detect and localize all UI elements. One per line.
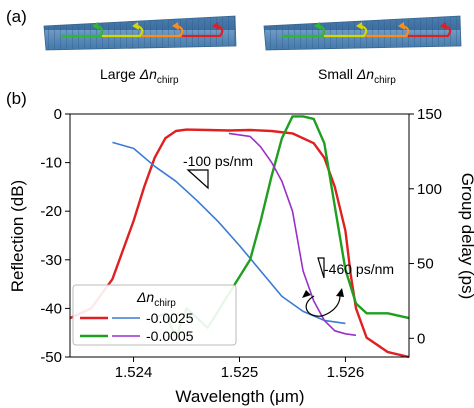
fiber-left-arrowhead-3	[212, 22, 219, 30]
left-tick-label: -20	[40, 203, 62, 220]
legend-title-sub: chirp	[154, 298, 176, 309]
panel-b-label: (b)	[6, 89, 27, 108]
legend: Δnchirp -0.0025 -0.0005	[72, 284, 237, 346]
x-axis-label: Wavelength (μm)	[175, 387, 304, 406]
fiber-left-body	[43, 15, 237, 51]
left-tick-label: -10	[40, 155, 62, 172]
right-axis-arrowhead	[336, 288, 344, 297]
left-axis-arrow	[305, 295, 323, 317]
series-line-3	[228, 132, 357, 337]
x-tick-label: 1.524	[115, 364, 153, 381]
fiber-left-arrowhead-2	[172, 22, 179, 30]
slope-triangle-1	[186, 169, 209, 190]
caption-small-prefix: Small	[318, 66, 357, 82]
series-line-1	[112, 141, 346, 325]
slope-label-2: -460 ps/nm	[324, 261, 394, 277]
caption-large-prefix: Large	[100, 66, 140, 82]
left-axis-label: Reflection (dB)	[8, 180, 27, 292]
right-tick-label: 50	[417, 256, 434, 273]
legend-box	[72, 284, 237, 346]
panel-a-label: (a)	[6, 7, 27, 26]
right-axis-ticks: 0 50 100 150	[409, 106, 442, 347]
right-axis-label: Group delay (ps)	[458, 173, 474, 300]
fiber-right-arrowhead-2	[397, 22, 405, 30]
x-axis-ticks: 1.524 1.525 1.526	[115, 357, 364, 381]
right-tick-label: 150	[417, 106, 442, 123]
left-tick-label: -50	[40, 349, 62, 366]
fiber-left-arrowhead-0	[92, 22, 99, 30]
right-tick-label: 0	[417, 330, 425, 347]
slope-label-1: -100 ps/nm	[183, 153, 253, 169]
legend-title-symbol: Δn	[136, 289, 154, 305]
slope-triangle-2	[317, 257, 325, 279]
caption-small-symbol: Δn	[356, 66, 374, 82]
caption-large-symbol: Δn	[139, 66, 157, 82]
caption-small: Small Δnchirp	[318, 66, 396, 86]
fiber-right-arrowhead-0	[313, 22, 321, 30]
left-tick-label: 0	[54, 106, 62, 123]
slope-annotation-1: -100 ps/nm	[183, 153, 253, 190]
fiber-left-arrows	[62, 22, 224, 38]
series-line-0	[69, 128, 410, 359]
fiber-right-body	[263, 15, 462, 51]
left-axis-ticks: 0 -10 -20 -30 -40 -50	[40, 106, 70, 366]
fiber-right-arrows	[282, 22, 452, 38]
fiber-left	[43, 15, 237, 51]
legend-label: -0.0025	[146, 310, 194, 326]
caption-small-sub: chirp	[374, 75, 396, 86]
fiber-right-arrowhead-3	[439, 22, 447, 30]
right-axis-arrow	[321, 295, 341, 317]
x-tick-label: 1.526	[327, 364, 365, 381]
left-tick-label: -40	[40, 300, 62, 317]
fiber-left-arrowhead-1	[132, 22, 139, 30]
legend-title: Δnchirp	[136, 289, 176, 309]
caption-large: Large Δnchirp	[100, 66, 179, 86]
legend-label: -0.0005	[146, 328, 194, 344]
axis-indicator-arrows	[302, 288, 344, 317]
x-tick-label: 1.525	[221, 364, 259, 381]
left-tick-label: -30	[40, 252, 62, 269]
fiber-right	[263, 15, 462, 51]
left-axis-arrowhead	[302, 290, 311, 298]
legend-rows: -0.0025 -0.0005	[80, 310, 194, 344]
right-tick-label: 100	[417, 181, 442, 198]
fiber-right-arrowhead-1	[355, 22, 363, 30]
caption-large-sub: chirp	[157, 75, 179, 86]
slope-annotation-2: -460 ps/nm	[317, 257, 394, 279]
